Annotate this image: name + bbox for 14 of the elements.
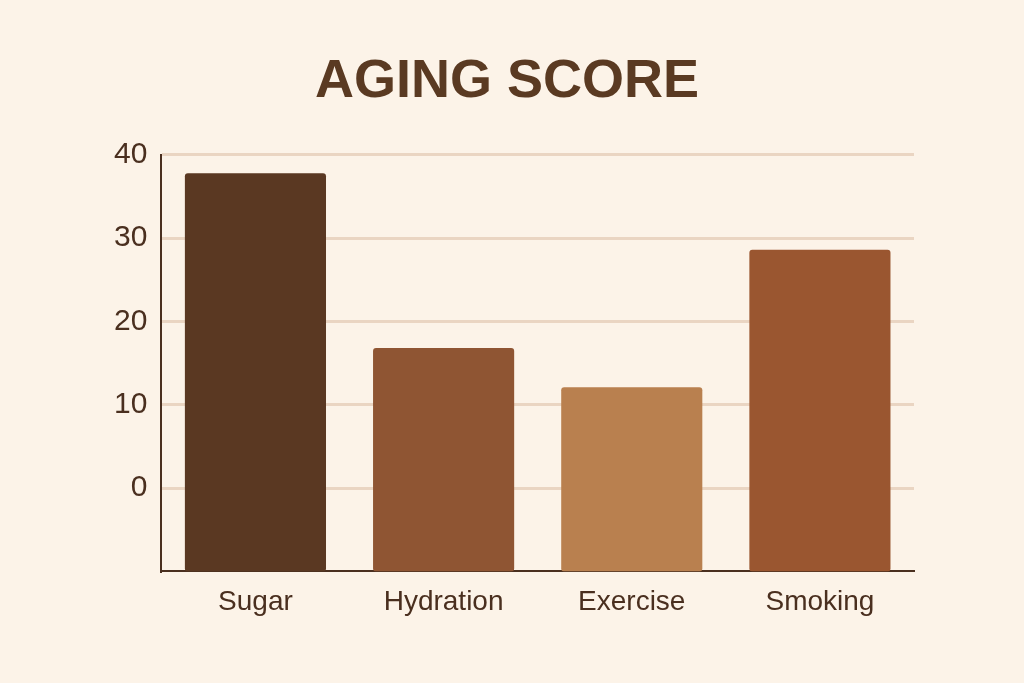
x-tick-label: Smoking [765, 584, 875, 616]
bar [749, 249, 891, 572]
y-tick-label: 0 [130, 469, 148, 503]
bar [373, 348, 515, 572]
y-tick-label: 30 [113, 219, 148, 253]
y-tick-label: 10 [113, 386, 148, 420]
x-tick-label: Sugar [218, 584, 293, 616]
y-tick-label: 20 [113, 302, 148, 336]
bar [184, 173, 327, 572]
y-tick-label: 40 [113, 136, 148, 170]
chart-title: AGING SCORE [314, 48, 700, 109]
x-tick-label: Hydration [383, 584, 504, 616]
bar [561, 387, 703, 572]
x-tick-label: Exercise [578, 584, 686, 616]
